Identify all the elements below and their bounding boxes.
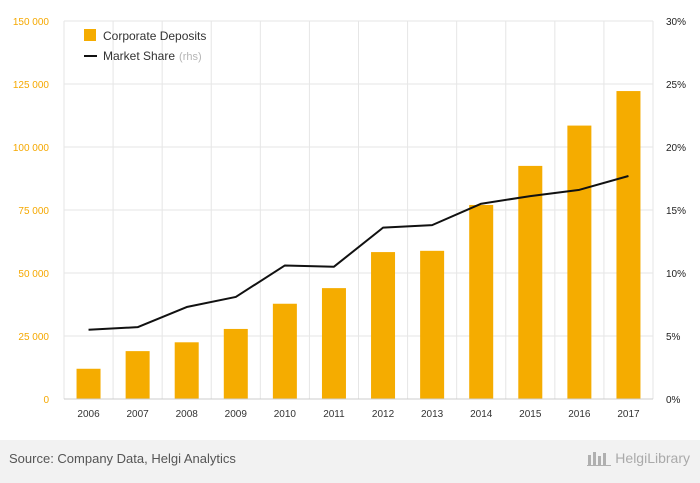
x-tick-label: 2017 (617, 409, 640, 420)
y-left-tick-label: 75 000 (18, 206, 49, 217)
y-left-tick-label: 100 000 (13, 143, 50, 154)
legend-label-market-share: Market Share (rhs) (103, 49, 202, 63)
grid (63, 20, 654, 399)
bar (567, 125, 592, 399)
market-share-line (88, 175, 629, 331)
x-tick-label: 2009 (225, 409, 248, 420)
x-tick-label: 2011 (323, 409, 345, 420)
x-tick-label: 2012 (372, 409, 395, 420)
x-tick-label: 2008 (176, 409, 199, 420)
y-right-tick-label: 10% (666, 269, 686, 280)
line-series (88, 175, 629, 331)
x-tick-label: 2016 (568, 409, 591, 420)
x-tick-label: 2007 (127, 409, 150, 420)
bar (272, 303, 297, 399)
y-right-tick-label: 20% (666, 143, 686, 154)
y-right-tick-label: 0% (666, 395, 681, 406)
x-tick-label: 2014 (470, 409, 493, 420)
source-text: Source: Company Data, Helgi Analytics (9, 451, 236, 466)
x-tick-label: 2013 (421, 409, 444, 420)
bar (223, 328, 248, 399)
bar (125, 351, 150, 399)
legend-label-deposits: Corporate Deposits (103, 29, 206, 43)
bar (469, 204, 494, 399)
x-tick-label: 2015 (519, 409, 542, 420)
x-tick-label: 2006 (77, 409, 100, 420)
library-icon (587, 452, 612, 466)
bar (174, 342, 199, 399)
y-right-tick-label: 25% (666, 80, 686, 91)
y-left-tick-label: 25 000 (18, 332, 49, 343)
bar (76, 368, 101, 399)
bar (616, 91, 641, 399)
bar (518, 165, 543, 399)
axes: 0 0% 25 000 5% 50 000 10% 75 000 15% 100 000 20% 1… (13, 17, 686, 420)
y-left-tick-label: 150 000 (13, 17, 50, 28)
bar (420, 250, 445, 399)
y-left-tick-label: 50 000 (18, 269, 49, 280)
y-right-tick-label: 5% (666, 332, 681, 343)
x-tick-label: 2010 (274, 409, 297, 420)
y-left-tick-label: 0 (43, 395, 49, 406)
y-right-tick-label: 30% (666, 17, 686, 28)
legend: Corporate Deposits Market Share (rhs) (84, 29, 206, 63)
brand-logo: HelgiLibrary (587, 450, 690, 466)
y-right-tick-label: 15% (666, 206, 686, 217)
chart: 0 0% 25 000 5% 50 000 10% 75 000 15% 100 000 20% 1… (13, 17, 686, 420)
y-left-tick-label: 125 000 (13, 80, 50, 91)
legend-swatch-bar (84, 29, 96, 41)
bar (321, 288, 346, 399)
brand-name: HelgiLibrary (615, 450, 690, 466)
footer: Source: Company Data, Helgi Analytics He… (0, 440, 700, 483)
bar-series (76, 91, 641, 399)
bar (371, 252, 396, 399)
